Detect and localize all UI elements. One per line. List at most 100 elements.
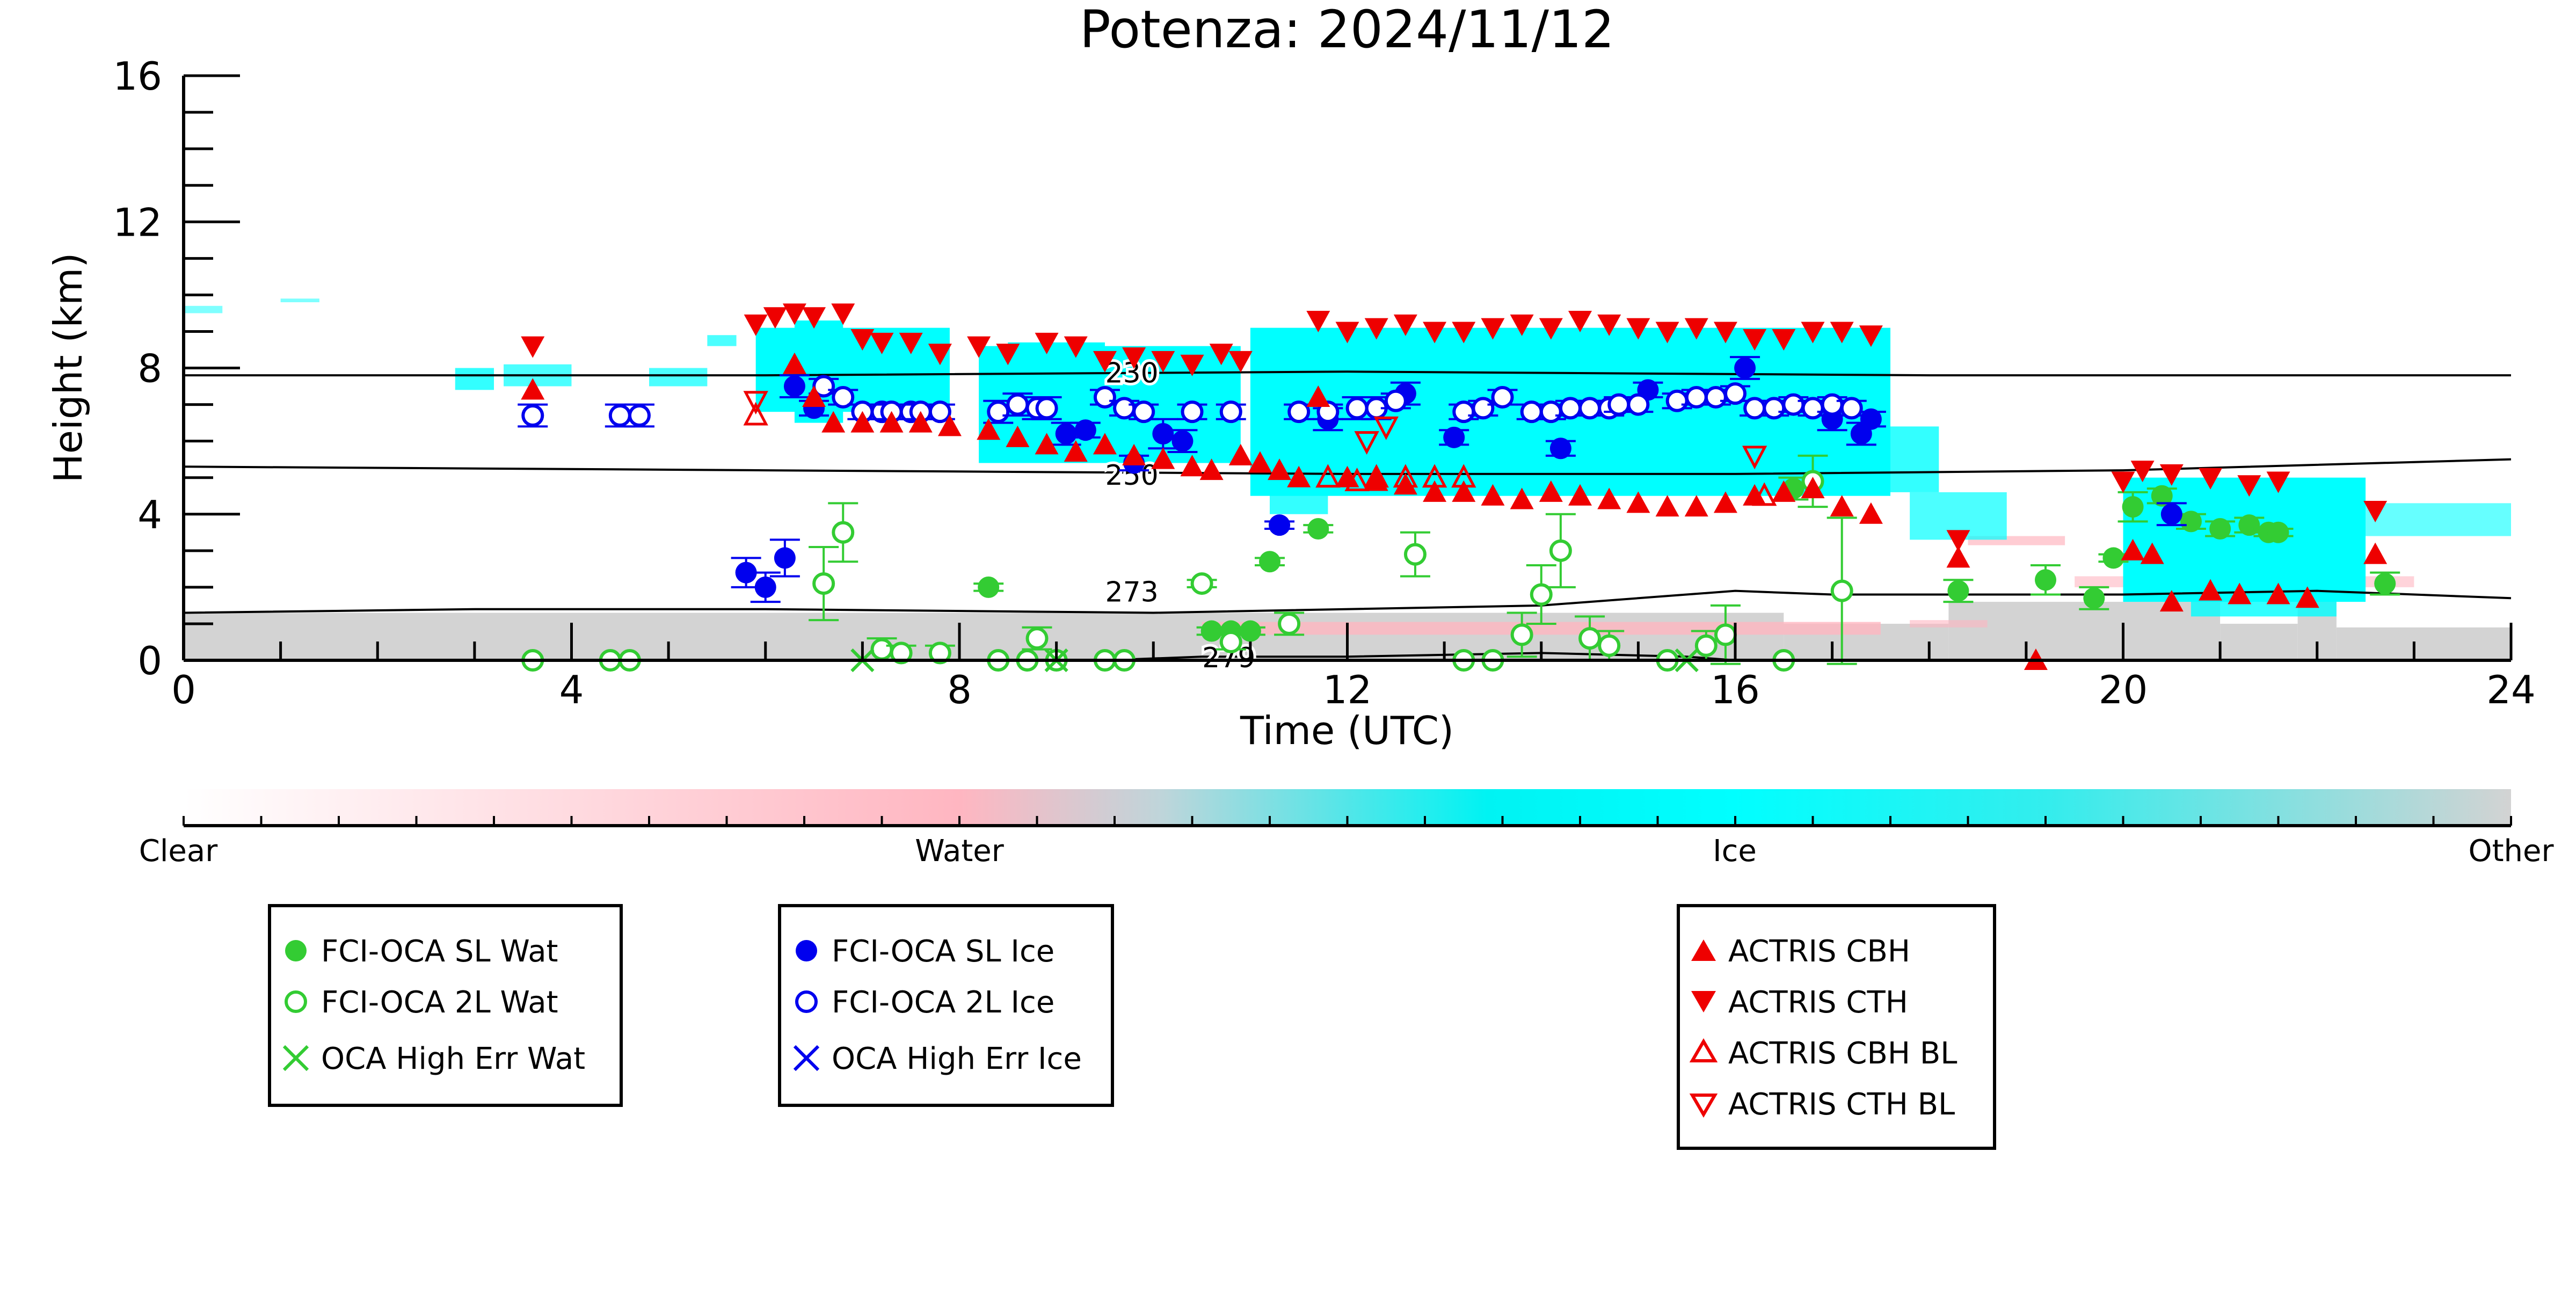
fci-oca-2l-ice-point [628, 404, 651, 427]
actris-cth-bl-point [743, 391, 768, 415]
x-tick-label: 16 [1711, 667, 1760, 712]
actris-cth-point [782, 303, 806, 325]
curtain-cell [2336, 627, 2511, 660]
actris-cbh-point [1510, 487, 1534, 509]
actris-cbh-point [2159, 590, 2184, 612]
actris-cbh-point [1306, 385, 1330, 407]
actris-cth-point [1743, 329, 1767, 351]
actris-cth-point [2111, 471, 2135, 493]
actris-cbh-point [1743, 484, 1767, 506]
fci-oca-2l-ice-point [1724, 382, 1747, 405]
fci-oca-sl-wat-point [2083, 587, 2105, 609]
actris-cbh-point [2363, 542, 2388, 564]
actris-cbh-point [1597, 487, 1621, 509]
fci-oca-sl-wat-point [2209, 518, 2231, 540]
actris-cth-point [2237, 475, 2261, 497]
fci-oca-sl-wat-point [1259, 551, 1280, 573]
colorbar-label-ice: Ice [1713, 834, 1757, 869]
legend-ice: FCI-OCA SL Ice FCI-OCA 2L Ice OCA High E… [778, 904, 1114, 1107]
x-tick-label: 12 [1323, 667, 1372, 712]
fci-oca-2l-ice-point [928, 400, 951, 424]
actris-cbh-bl-point [1344, 468, 1370, 491]
fci-oca-2l-wat-point [812, 572, 835, 595]
actris-cth-point [2199, 468, 2223, 490]
fci-oca-2l-ice-point [1627, 393, 1650, 416]
fci-oca-sl-ice-point [1443, 426, 1465, 448]
actris-cbh-point [1122, 443, 1146, 465]
actris-cbh-bl-point [1364, 464, 1389, 488]
fci-oca-2l-wat-point [1025, 627, 1049, 650]
legend-water-box [268, 904, 623, 1107]
actris-cth-point [1209, 344, 1233, 366]
colorbar-ticks [183, 816, 2512, 826]
actris-cbh-point [1228, 443, 1253, 465]
fci-oca-2l-ice-point [1539, 400, 1562, 424]
actris-cth-point [1859, 325, 1883, 347]
curtain-cell [649, 368, 708, 387]
actris-cbh-point [1713, 491, 1737, 513]
fci-oca-sl-ice-point [1171, 430, 1194, 452]
legend-cth-bl-label: ACTRIS CTH BL [1728, 1087, 1955, 1122]
fci-oca-sl-ice-point [1269, 514, 1291, 536]
actris-cth-point [1393, 314, 1417, 336]
fci-oca-sl-wat-point [2151, 485, 2173, 507]
colorbar: Clear Water Ice Other [139, 789, 2554, 869]
isotherm-line [183, 458, 2512, 475]
actris-cbh-bl-point [1315, 464, 1341, 488]
fci-oca-sl-ice-point [1152, 423, 1174, 445]
fci-oca-2l-ice-point [521, 404, 544, 427]
fci-oca-sl-ice-point [783, 375, 805, 397]
fci-oca-2l-wat-point [1549, 539, 1572, 562]
legend-sl-ice-label: FCI-OCA SL Ice [832, 934, 1054, 969]
actris-cbh-point [1335, 465, 1359, 487]
actris-cth-point [1306, 311, 1330, 333]
legend-sl-wat-marker [285, 940, 307, 961]
actris-cbh-point [1539, 480, 1563, 502]
fci-oca-2l-wat-point [1510, 623, 1533, 646]
actris-cth-point [1655, 322, 1679, 344]
isotherm-line [184, 370, 2511, 377]
fci-oca-2l-ice-point [1316, 400, 1340, 424]
actris-cbh-point [879, 411, 904, 433]
curtain-cell [1890, 426, 1939, 492]
x-tick-label: 0 [171, 667, 196, 712]
actris-cbh-point [2228, 582, 2252, 604]
fci-oca-2l-wat-point [1190, 572, 1213, 595]
fci-oca-2l-wat-point [1694, 634, 1718, 657]
actris-cth-point [1093, 351, 1117, 373]
fci-oca-sl-ice-point [1549, 438, 1571, 460]
actris-cbh-point [1481, 484, 1505, 506]
fci-oca-sl-wat-point [2122, 496, 2144, 518]
fci-oca-sl-wat-point [2180, 511, 2202, 533]
fci-oca-2l-wat-point [1403, 543, 1427, 566]
actris-cth-point [1364, 318, 1388, 340]
actris-cth-point [831, 303, 855, 325]
fci-oca-2l-wat-point [890, 642, 913, 665]
fci-oca-2l-wat-point [1830, 579, 1853, 602]
actris-cth-point [1180, 354, 1204, 376]
fci-oca-2l-ice-point [987, 400, 1010, 424]
actris-cbh-point [1568, 484, 1592, 506]
fci-oca-2l-wat-point [1598, 634, 1621, 657]
legend-cth-marker [1691, 991, 1716, 1012]
actris-cbh-point [937, 414, 962, 436]
fci-oca-sl-ice-point [2160, 503, 2182, 525]
fci-oca-2l-ice-point [1472, 397, 1495, 420]
actris-cbh-point [2266, 582, 2290, 604]
curtain-cell [707, 335, 737, 346]
actris-cbh-point [2295, 586, 2319, 608]
actris-cbh-point [1452, 480, 1476, 502]
legend-2l-wat-marker [285, 990, 307, 1013]
actris-cth-point [763, 307, 787, 329]
fci-oca-2l-ice-point [1704, 385, 1727, 409]
actris-cth-point [1510, 314, 1534, 336]
fci-oca-sl-ice-point [1734, 357, 1756, 379]
colorbar-label-clear: Clear [139, 834, 218, 869]
actris-cth-point [850, 329, 875, 351]
actris-cbh-point [1684, 495, 1708, 517]
curtain-cell [1910, 620, 1988, 628]
actris-cbh-point [2199, 579, 2223, 601]
legend-2l-ice-label: FCI-OCA 2L Ice [832, 985, 1054, 1020]
